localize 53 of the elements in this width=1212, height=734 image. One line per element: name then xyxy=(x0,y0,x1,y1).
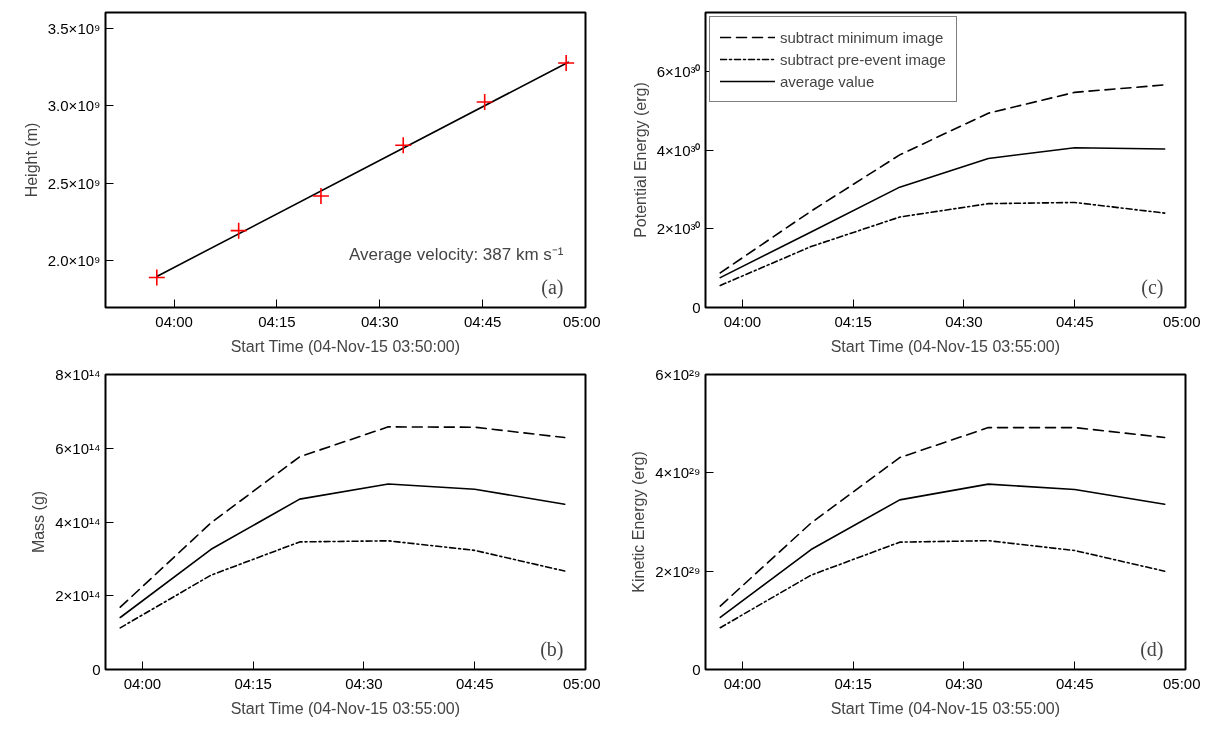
y-tick-label: 4×10¹⁴ xyxy=(55,513,101,531)
legend-label: average value xyxy=(780,72,875,90)
x-tick-label: 04:15 xyxy=(258,312,296,330)
x-tick-label: 04:30 xyxy=(945,674,983,692)
x-tick-label: 04:45 xyxy=(463,312,502,330)
y-tick-label: 8×10¹⁴ xyxy=(55,366,101,383)
y-tick-label: 4×10²⁹ xyxy=(655,464,701,482)
x-axis-title: Start Time (04-Nov-15 03:55:00) xyxy=(830,337,1061,355)
y-tick-label: 2×10³⁰ xyxy=(656,220,701,238)
x-tick-label: 04:30 xyxy=(945,312,983,330)
x-tick-label: 04:45 xyxy=(455,674,494,692)
y-tick-label: 6×10¹⁴ xyxy=(55,439,101,457)
y-tick-label: 3.0×10⁹ xyxy=(47,97,101,115)
y-tick-label: 0 xyxy=(692,299,701,316)
x-tick-label: 04:15 xyxy=(834,674,872,692)
y-tick-label: 2×10²⁹ xyxy=(655,562,701,580)
y-tick-label: 2×10¹⁴ xyxy=(55,587,101,605)
y-tick-label: 6×10²⁹ xyxy=(655,366,701,383)
y-axis-title: Mass (g) xyxy=(30,490,48,554)
x-tick-label: 04:45 xyxy=(1055,674,1094,692)
annotation: (b) xyxy=(540,637,564,661)
x-axis-title: Start Time (04-Nov-15 03:50:00) xyxy=(230,337,461,355)
x-tick-label: 04:15 xyxy=(834,312,872,330)
y-axis-title: Kinetic Energy (erg) xyxy=(630,451,648,593)
y-tick-label: 6×10³⁰ xyxy=(656,63,701,80)
y-axis-title: Potential Energy (erg) xyxy=(631,82,649,238)
y-tick-label: 3.5×10⁹ xyxy=(47,19,101,37)
y-tick-label: 2.0×10⁹ xyxy=(47,252,101,270)
annotation: (d) xyxy=(1140,637,1164,661)
x-tick-label: 05:00 xyxy=(1162,674,1201,692)
x-tick-label: 04:30 xyxy=(345,674,383,692)
annotation: (c) xyxy=(1141,275,1164,299)
y-tick-label: 2.5×10⁹ xyxy=(47,174,101,192)
x-axis-title: Start Time (04-Nov-15 03:55:00) xyxy=(830,699,1061,717)
x-tick-label: 05:00 xyxy=(562,674,601,692)
annotation: (a) xyxy=(541,275,564,299)
x-tick-label: 04:00 xyxy=(723,312,762,330)
x-tick-label: 05:00 xyxy=(562,312,601,330)
legend-label: subtract pre-event image xyxy=(780,50,946,68)
x-tick-label: 05:00 xyxy=(1162,312,1201,330)
x-tick-label: 04:30 xyxy=(361,312,399,330)
x-tick-label: 04:15 xyxy=(234,674,272,692)
annotation: Average velocity: 387 km s⁻¹ xyxy=(349,244,564,264)
y-axis-title: Height (m) xyxy=(22,122,40,198)
y-tick-label: 4×10³⁰ xyxy=(656,141,701,159)
x-tick-label: 04:45 xyxy=(1055,312,1094,330)
x-tick-label: 04:00 xyxy=(123,674,162,692)
y-tick-label: 0 xyxy=(692,661,701,678)
y-tick-label: 0 xyxy=(92,661,101,678)
x-tick-label: 04:00 xyxy=(723,674,762,692)
x-tick-label: 04:00 xyxy=(155,312,193,330)
x-axis-title: Start Time (04-Nov-15 03:55:00) xyxy=(230,699,461,717)
legend-label: subtract minimum image xyxy=(780,28,944,46)
